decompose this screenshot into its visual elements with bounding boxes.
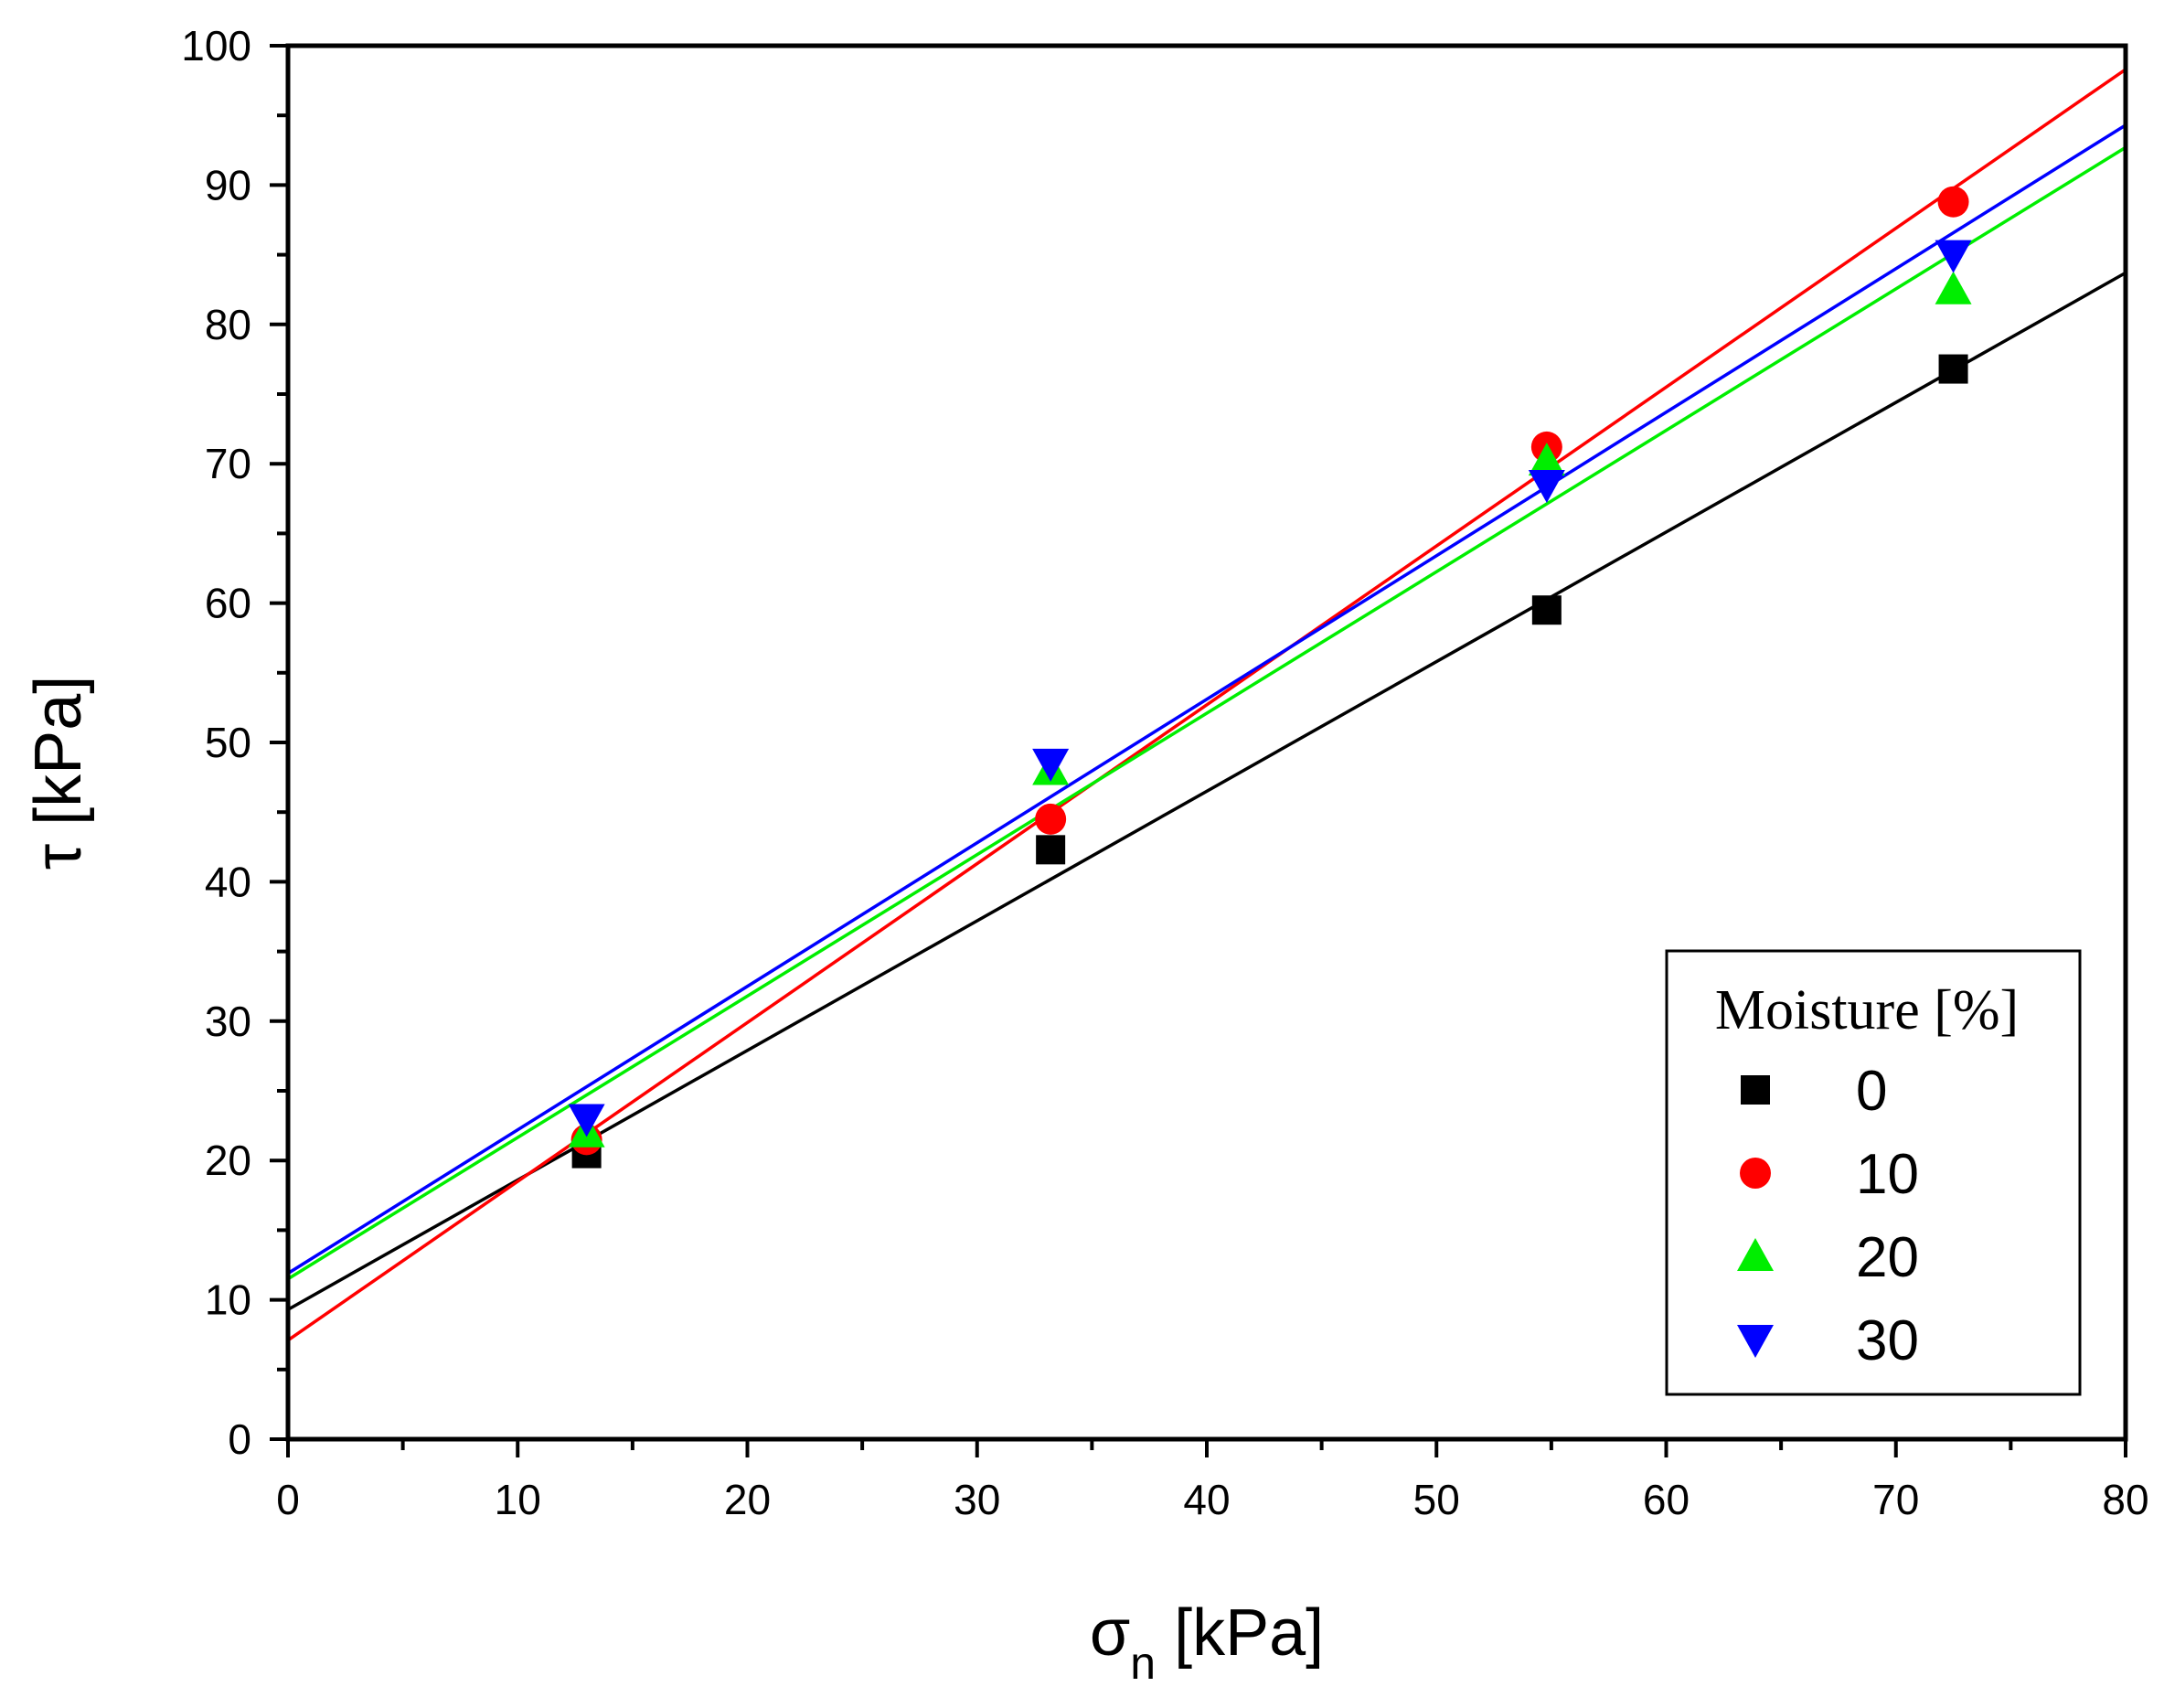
x-tick-label: 0 — [276, 1476, 300, 1523]
data-point-moisture-10 — [1937, 186, 1969, 218]
y-tick-label: 80 — [205, 301, 251, 348]
legend-marker-0 — [1741, 1075, 1770, 1105]
legend-label-30: 30 — [1856, 1309, 1919, 1372]
data-point-moisture-0 — [1036, 835, 1066, 865]
data-point-moisture-10 — [1035, 803, 1067, 835]
y-tick-label: 0 — [228, 1415, 251, 1463]
data-point-moisture-20 — [1935, 271, 1972, 304]
x-axis-title-unit: [kPa] — [1156, 1596, 1324, 1670]
fit-line-moisture-30 — [287, 123, 2127, 1276]
x-tick-label: 40 — [1183, 1476, 1230, 1523]
fit-line-moisture-20 — [287, 145, 2127, 1281]
data-point-moisture-20 — [1528, 443, 1565, 476]
data-point-moisture-30 — [1032, 748, 1070, 782]
legend-label-10: 10 — [1856, 1143, 1919, 1206]
x-tick-label: 60 — [1643, 1476, 1690, 1523]
legend-entries: 0 10 20 30 — [1737, 1060, 1919, 1372]
data-point-moisture-0 — [1531, 595, 1562, 625]
legend-title: Moisture [%] — [1715, 979, 2019, 1041]
x-tick-label: 70 — [1872, 1476, 1919, 1523]
data-point-moisture-30 — [1528, 470, 1565, 504]
y-tick-label: 20 — [205, 1137, 251, 1184]
y-axis-title: τ [kPa] — [22, 676, 95, 870]
y-tick-label: 70 — [205, 440, 251, 487]
y-tick-label: 30 — [205, 998, 251, 1045]
x-tick-label: 10 — [495, 1476, 541, 1523]
data-point-moisture-30 — [568, 1104, 605, 1137]
markers — [568, 186, 1972, 1169]
legend-label-0: 0 — [1856, 1060, 1887, 1123]
y-tick-label: 100 — [181, 22, 251, 69]
x-axis-title: σn [kPa] — [1090, 1596, 1324, 1689]
legend-marker-30 — [1737, 1325, 1774, 1358]
x-axis-title-subscript: n — [1130, 1638, 1156, 1689]
x-tick-label: 80 — [2102, 1476, 2148, 1523]
y-tick-label: 60 — [205, 580, 251, 627]
y-tick-label: 40 — [205, 858, 251, 905]
legend-label-20: 20 — [1856, 1226, 1919, 1289]
data-point-moisture-0 — [1938, 354, 1968, 384]
legend-marker-10 — [1740, 1158, 1771, 1189]
y-tick-label: 90 — [205, 161, 251, 208]
y-tick-label: 50 — [205, 719, 251, 766]
x-axis: 0 10 20 30 40 50 60 70 80 — [276, 1439, 2149, 1523]
y-tick-label: 10 — [205, 1276, 251, 1324]
x-axis-title-symbol: σ — [1090, 1596, 1130, 1670]
legend-box — [1665, 949, 2082, 1396]
legend: Moisture [%] 0 10 20 30 — [1665, 949, 2082, 1396]
y-axis: 0 10 20 30 40 50 60 70 80 90 100 — [181, 22, 288, 1463]
x-tick-label: 30 — [954, 1476, 1000, 1523]
legend-marker-20 — [1737, 1238, 1774, 1271]
data-point-moisture-30 — [1935, 240, 1972, 273]
x-tick-label: 20 — [724, 1476, 771, 1523]
x-tick-label: 50 — [1413, 1476, 1460, 1523]
